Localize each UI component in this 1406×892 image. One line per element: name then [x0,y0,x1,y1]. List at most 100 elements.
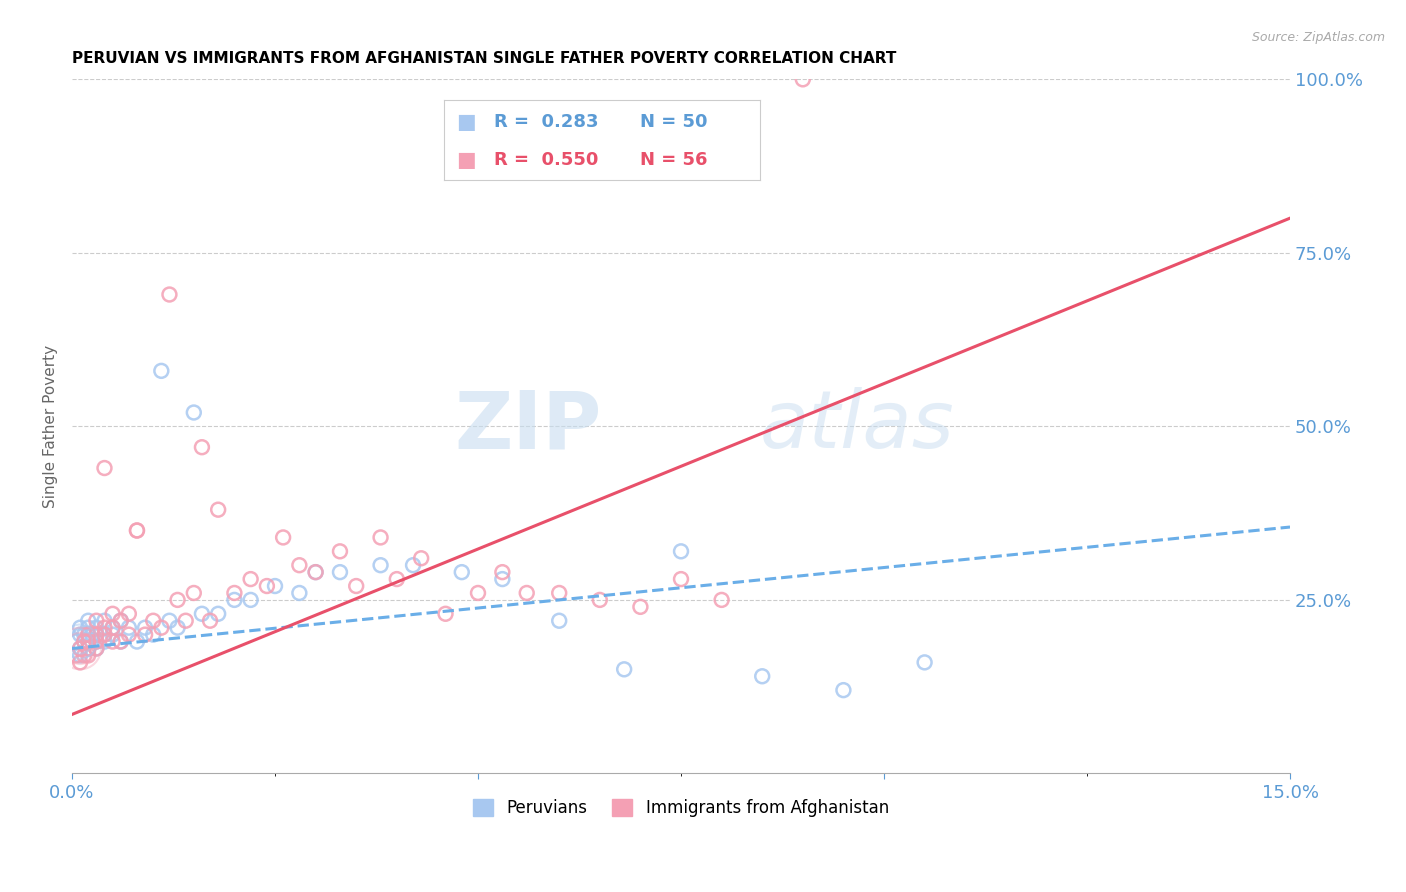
Point [329,544,352,558]
Point [628,599,651,614]
Point [344,579,367,593]
Point [110,614,132,628]
Point [491,572,513,586]
Point [86,627,108,641]
Point [434,607,457,621]
Point [82,627,104,641]
Text: PERUVIAN VS IMMIGRANTS FROM AFGHANISTAN SINGLE FATHER POVERTY CORRELATION CHART: PERUVIAN VS IMMIGRANTS FROM AFGHANISTAN … [72,51,897,66]
Text: ZIP: ZIP [454,387,602,466]
Point [669,572,692,586]
Point [150,621,173,635]
Point [93,627,115,641]
Point [385,572,408,586]
Point [101,634,124,648]
Point [69,641,91,656]
Point [142,627,165,641]
Point [125,524,148,538]
Point [613,662,636,676]
Point [86,627,108,641]
Point [118,621,141,635]
Point [86,641,108,656]
Point [77,627,100,641]
Point [86,621,108,635]
Point [77,641,100,656]
Point [69,656,91,670]
Point [288,586,311,600]
Point [77,641,100,656]
Point [166,593,188,607]
Point [101,607,124,621]
Point [548,586,571,600]
Point [304,565,326,579]
Point [93,461,115,475]
Point [93,621,115,635]
Point [239,572,262,586]
Point [174,614,197,628]
Point [589,593,612,607]
Point [239,593,262,607]
Point [77,627,100,641]
Point [450,565,472,579]
Point [77,621,100,635]
Point [73,634,96,648]
Point [370,558,392,573]
Point [134,621,156,635]
Point [183,586,205,600]
Point [256,579,278,593]
Point [65,634,87,648]
Point [329,565,352,579]
Point [516,586,538,600]
Point [86,614,108,628]
Legend: Peruvians, Immigrants from Afghanistan: Peruvians, Immigrants from Afghanistan [467,793,896,824]
Point [669,544,692,558]
Point [93,634,115,648]
Point [264,579,287,593]
Point [118,627,141,641]
Y-axis label: Single Father Poverty: Single Father Poverty [44,345,58,508]
Point [271,531,294,545]
Point [93,614,115,628]
Point [69,641,91,656]
Point [86,634,108,648]
Point [191,607,214,621]
Point [101,621,124,635]
Point [832,683,855,698]
Point [110,634,132,648]
Point [224,586,246,600]
Point [73,634,96,648]
Text: Source: ZipAtlas.com: Source: ZipAtlas.com [1251,31,1385,45]
Point [77,648,100,663]
Point [207,502,229,516]
Point [65,648,87,663]
Point [125,524,148,538]
Point [288,558,311,573]
Point [101,627,124,641]
Point [402,558,425,573]
Point [125,634,148,648]
Point [110,614,132,628]
Point [69,627,91,641]
Text: atlas: atlas [761,387,955,466]
Point [166,621,188,635]
Point [710,593,733,607]
Point [751,669,773,683]
Point [69,634,91,648]
Point [792,72,814,87]
Point [142,614,165,628]
Point [73,648,96,663]
Point [77,634,100,648]
Point [491,565,513,579]
Point [118,607,141,621]
Point [93,627,115,641]
Point [101,621,124,635]
Point [183,405,205,419]
Point [411,551,433,566]
Point [110,634,132,648]
Point [86,634,108,648]
Point [69,641,91,656]
Point [77,634,100,648]
Point [159,614,181,628]
Point [191,440,214,454]
Point [914,656,936,670]
Point [370,531,392,545]
